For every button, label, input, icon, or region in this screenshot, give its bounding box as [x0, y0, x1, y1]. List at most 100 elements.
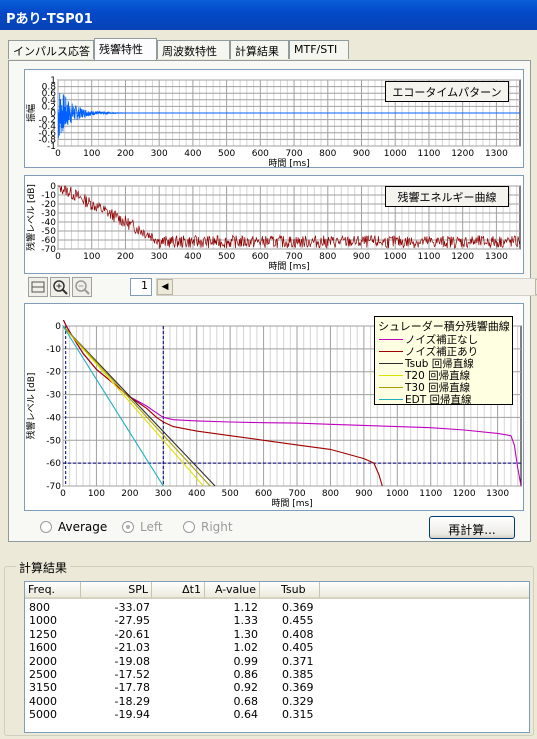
table-cell: 0.92	[233, 681, 259, 695]
table-cell: -19.08	[114, 654, 150, 668]
legend-swatch	[379, 375, 403, 376]
table-cell: 0.408	[282, 627, 314, 641]
energy-x-tick-label: 700	[285, 252, 302, 262]
left-radio[interactable]: Left	[122, 520, 163, 538]
energy-y-tick-label: -20	[41, 200, 56, 210]
left-label: Left	[140, 520, 163, 534]
energy-y-tick-label: -30	[41, 209, 56, 219]
table-row[interactable]: 3150 -17.78 0.92 0.369	[25, 681, 529, 695]
legend-title: シュレーダー積分残響曲線	[378, 320, 510, 333]
results-groupbox	[4, 566, 534, 736]
col-freq[interactable]: Freq.	[25, 582, 81, 599]
table-cell: -20.61	[114, 627, 150, 641]
zoom-in-button[interactable]	[50, 277, 70, 297]
tab-mtf-sti[interactable]: MTF/STI	[289, 40, 349, 59]
radio-selected-icon	[122, 521, 134, 533]
energy-plot-svg: 0-10-20-30-40-50-60-700 100 200 300 400 500 60…	[25, 182, 521, 272]
table-row[interactable]: 1000 -27.95 1.33 0.455	[25, 614, 529, 627]
right-radio[interactable]: Right	[183, 520, 233, 538]
results-table[interactable]: Freq. SPL Δt1 A-value Tsub 800 -33.07 1.12…	[24, 581, 530, 733]
zoom-out-button[interactable]	[72, 277, 92, 297]
schroeder-plot-svg: 0-10-20-30-40-50-60-700 100 200 300 400 500 60…	[25, 320, 522, 509]
energy-x-tick-label: 0	[55, 252, 61, 262]
col-a-value[interactable]: A-value	[205, 582, 260, 599]
average-label: Average	[58, 520, 108, 534]
results-group-label: 計算結果	[16, 559, 71, 576]
average-radio[interactable]: Average	[40, 520, 107, 538]
tab-frequency[interactable]: 周波数特性	[157, 40, 230, 59]
echo-x-tick-label: 1200	[451, 149, 474, 159]
tab-reverberation[interactable]: 残響特性	[94, 38, 157, 60]
col-dt1[interactable]: Δt1	[152, 582, 205, 599]
schroeder-y-axis-label: 残響レベル [dB]	[25, 373, 37, 440]
schroeder-x-tick-label: 1300	[486, 489, 509, 499]
col-filler	[320, 582, 529, 599]
table-row[interactable]: 2000 -19.08 0.99 0.371	[25, 654, 529, 668]
echo-x-tick-label: 200	[117, 149, 134, 159]
echo-x-tick-label: 300	[151, 149, 168, 159]
table-cell: 0.371	[282, 654, 314, 668]
legend-label: EDT 回帰直線	[405, 394, 472, 406]
energy-curve-button[interactable]: 残響エネルギー曲線	[385, 186, 509, 207]
fit-view-button[interactable]	[28, 277, 48, 297]
schroeder-x-tick-label: 300	[155, 489, 172, 499]
echo-y-tick-label: -0.8	[38, 135, 56, 145]
legend-swatch	[379, 351, 403, 352]
energy-x-tick-label: 100	[83, 252, 100, 262]
table-cell: -21.03	[114, 641, 150, 655]
echo-x-tick-label: 0	[55, 149, 61, 159]
schroeder-x-tick-label: 700	[288, 489, 305, 499]
energy-x-tick-label: 1200	[451, 252, 474, 262]
table-row[interactable]: 2500 -17.52 0.86 0.385	[25, 668, 529, 681]
legend-swatch	[379, 399, 403, 400]
schroeder-x-tick-label: 400	[188, 489, 205, 499]
energy-y-tick-label: 0	[50, 182, 56, 192]
echo-y-tick-label: 0.4	[42, 96, 57, 106]
scroll-right-icon[interactable]: ▶	[535, 279, 537, 295]
energy-y-tick-label: -60	[41, 236, 56, 246]
schroeder-x-tick-label: 100	[88, 489, 105, 499]
right-label: Right	[201, 520, 233, 534]
energy-x-tick-label: 500	[218, 252, 235, 262]
legend-label: Tsub 回帰直線	[405, 358, 474, 370]
table-cell: 0.99	[233, 654, 259, 668]
table-cell: 1.02	[233, 641, 259, 655]
window-titlebar[interactable]: Pあり-TSP01	[0, 0, 537, 30]
page-number-input[interactable]: 1	[130, 278, 152, 296]
table-cell: -17.78	[114, 681, 150, 695]
recalculate-button[interactable]: 再計算...	[429, 516, 515, 539]
table-row[interactable]: 800 -33.07 1.12 0.369	[25, 601, 529, 614]
scroll-left-icon[interactable]: ◀	[157, 279, 173, 295]
schroeder-x-axis-label: 時間 [ms]	[271, 498, 312, 509]
table-cell: 1.30	[233, 627, 259, 641]
schroeder-y-tick-label: -60	[46, 459, 61, 469]
radio-circle-icon	[40, 521, 52, 533]
table-cell: 0.369	[282, 681, 314, 695]
table-cell: 0.64	[233, 708, 259, 722]
table-cell: 800	[29, 601, 50, 614]
table-cell: 2500	[29, 668, 57, 681]
legend-label: T20 回帰直線	[405, 370, 471, 382]
table-cell: 5000	[29, 708, 57, 722]
energy-x-tick-label: 1000	[384, 252, 407, 262]
table-row[interactable]: 5000 -19.94 0.64 0.315	[25, 708, 529, 722]
energy-y-tick-label: -50	[41, 227, 56, 237]
table-row[interactable]: 4000 -18.29 0.68 0.329	[25, 695, 529, 708]
table-row[interactable]: 1600 -21.03 1.02 0.405	[25, 641, 529, 655]
legend-swatch	[379, 339, 403, 340]
channel-options: Average Left Right	[40, 520, 340, 538]
horizontal-scrollbar[interactable]: ◀ ▶	[156, 278, 537, 296]
schroeder-y-tick-label: -20	[46, 368, 61, 378]
tab-results[interactable]: 計算結果	[230, 40, 289, 59]
echo-y-tick-label: 0.6	[42, 89, 57, 99]
table-row[interactable]: 1250 -20.61 1.30 0.408	[25, 627, 529, 641]
col-tsub[interactable]: Tsub	[260, 582, 320, 599]
echo-x-tick-label: 500	[218, 149, 235, 159]
schroeder-y-tick-label: -70	[46, 482, 61, 492]
col-spl[interactable]: SPL	[81, 582, 152, 599]
chart-legend: シュレーダー積分残響曲線 ノイズ補正なし ノイズ補正あり Tsub 回帰直線 T20 …	[374, 316, 513, 406]
series-line-3	[63, 325, 204, 486]
tab-impulse-response[interactable]: インパルス応答	[8, 40, 94, 59]
schroeder-y-tick-label: 0	[55, 322, 61, 332]
echo-pattern-button[interactable]: エコータイムパターン	[385, 81, 509, 102]
